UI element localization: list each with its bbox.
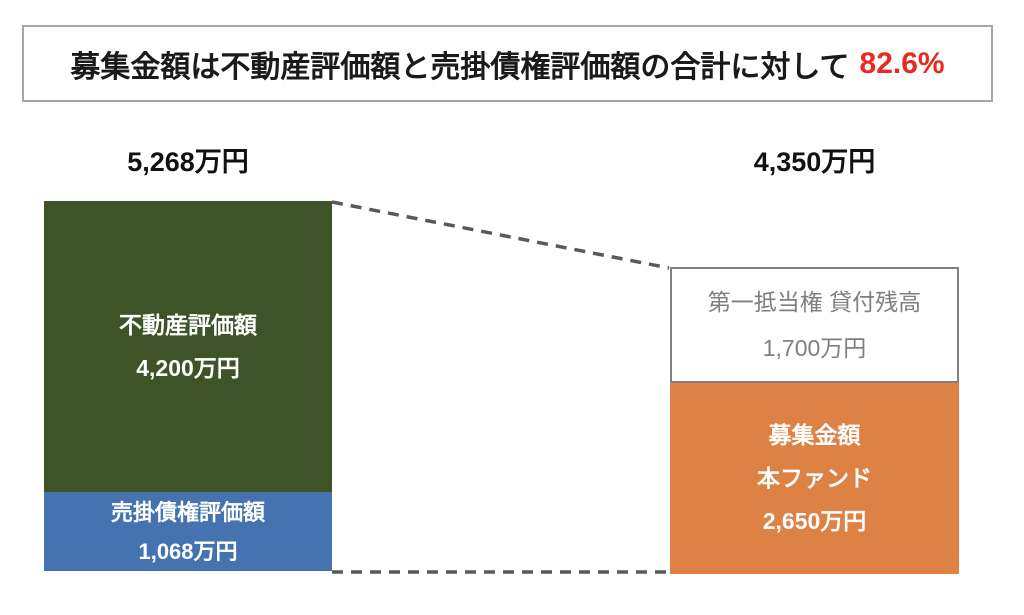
- segment-fund-offering-amount: 募集金額 本ファンド 2,650万円: [670, 383, 959, 574]
- segment-receivables-valuation: 売掛債権評価額 1,068万円: [44, 492, 332, 571]
- segment-label: 第一抵当権 貸付残高: [707, 289, 922, 315]
- segment-real-estate-valuation: 不動産評価額 4,200万円: [44, 201, 332, 492]
- title-percentage: 82.6%: [859, 46, 945, 80]
- title-banner: 募集金額は不動産評価額と売掛債権評価額の合計に対して 82.6%: [22, 25, 993, 102]
- left-bar-total-label: 5,268万円: [127, 147, 249, 177]
- segment-value: 2,650万円: [762, 508, 867, 534]
- title-text: 募集金額は不動産評価額と売掛債権評価額の合計に対して: [70, 50, 850, 84]
- segment-label: 売掛債権評価額: [110, 499, 265, 525]
- right-bar-total-label: 4,350万円: [753, 147, 876, 177]
- segment-label: 募集金額: [768, 422, 861, 448]
- segment-sublabel: 本ファンド: [757, 465, 872, 491]
- segment-value: 1,068万円: [138, 538, 238, 564]
- segment-value: 1,700万円: [762, 335, 867, 361]
- segment-label: 不動産評価額: [119, 311, 257, 338]
- left-stacked-bar: 不動産評価額 4,200万円 売掛債権評価額 1,068万円: [44, 201, 332, 571]
- top-connector-dashed-line: [331, 200, 670, 270]
- segment-first-mortgage-balance: 第一抵当権 貸付残高 1,700万円: [670, 267, 959, 383]
- right-stacked-bar: 第一抵当権 貸付残高 1,700万円 募集金額 本ファンド 2,650万円: [670, 267, 959, 574]
- segment-value: 4,200万円: [136, 354, 240, 381]
